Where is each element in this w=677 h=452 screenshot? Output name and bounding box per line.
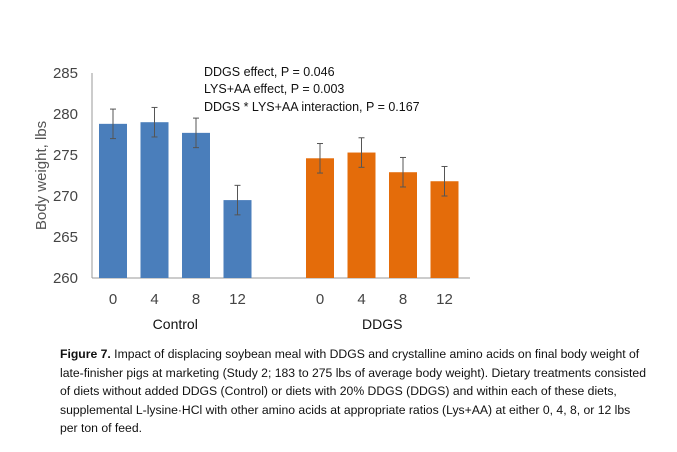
bar-control-0: [99, 123, 127, 278]
x-tick-label: 0: [109, 291, 117, 308]
group-label-control: Control: [153, 316, 198, 332]
x-tick-label: 0: [316, 291, 324, 308]
x-tick-labels: 0 4 8 12 0 4 8 12: [109, 291, 453, 308]
x-tick-label: 4: [150, 291, 158, 308]
bar-chart: 260 265 270 275 280 285 0 4 8 12 0 4 8 12 Control DDG…: [33, 65, 470, 332]
bar-ddgs-8: [389, 172, 417, 278]
annotation-lysaa-effect: LYS+AA effect, P = 0.003: [204, 82, 344, 96]
bar-ddgs-4: [347, 152, 376, 278]
bar-ddgs-12: [430, 181, 459, 278]
caption-label: Figure 7.: [60, 347, 111, 361]
stat-annotations: DDGS effect, P = 0.046 LYS+AA effect, P …: [204, 65, 420, 114]
y-tick-labels: 260 265 270 275 280 285: [53, 65, 78, 287]
bars: [99, 106, 459, 278]
annotation-ddgs-effect: DDGS effect, P = 0.046: [204, 65, 335, 79]
bar-control-4: [140, 122, 169, 278]
y-tick-label: 285: [53, 65, 78, 82]
y-tick-label: 275: [53, 147, 78, 164]
bar-control-8: [182, 132, 210, 278]
caption-text: Impact of displacing soybean meal with D…: [60, 347, 646, 436]
y-axis-label: Body weight, lbs: [33, 121, 50, 230]
y-tick-label: 265: [53, 229, 78, 246]
figure-caption: Figure 7. Impact of displacing soybean m…: [60, 345, 650, 438]
y-tick-label: 260: [53, 270, 78, 287]
bar-ddgs-0: [306, 158, 334, 278]
y-tick-label: 280: [53, 106, 78, 123]
x-tick-label: 12: [229, 291, 246, 308]
x-tick-label: 4: [357, 291, 365, 308]
x-tick-label: 12: [436, 291, 453, 308]
group-labels: Control DDGS: [153, 316, 403, 332]
x-tick-label: 8: [192, 291, 200, 308]
annotation-interaction: DDGS * LYS+AA interaction, P = 0.167: [204, 100, 420, 114]
y-tick-label: 270: [53, 188, 78, 205]
x-tick-label: 8: [399, 291, 407, 308]
group-label-ddgs: DDGS: [362, 316, 402, 332]
